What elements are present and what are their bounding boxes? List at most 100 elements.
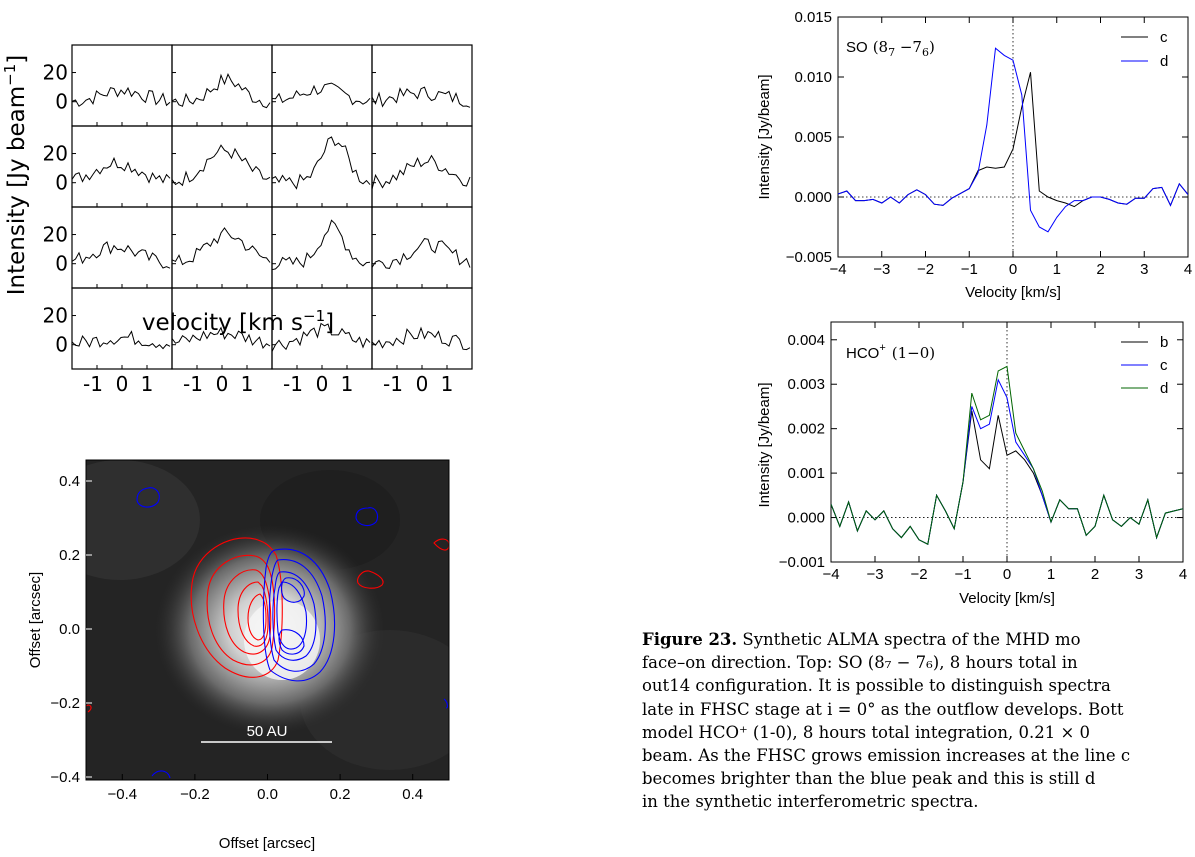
so-ytick-label: 0.000 xyxy=(794,189,832,206)
grid-panel xyxy=(171,125,273,208)
grid-xtick-label: 0 xyxy=(116,372,129,396)
hco-plot: −4 −3 −2 −1 0 1 2 3 4 0.004 0.003 0.002 0.001 0.000 −0… xyxy=(756,321,1187,607)
blue-contours xyxy=(136,487,449,779)
hco-xtick-label: −3 xyxy=(866,566,883,583)
hco-xtick-label: 2 xyxy=(1091,566,1099,583)
map-xtick-label: −0.2 xyxy=(180,786,210,803)
grid-spectrum xyxy=(271,219,371,271)
hco-series-c xyxy=(831,378,1183,545)
hco-ytick-label: 0.004 xyxy=(787,332,825,349)
map-ytick-label: 0.4 xyxy=(59,473,80,490)
grid-panel xyxy=(71,44,173,127)
hco-legend: b c d xyxy=(1121,334,1168,397)
hco-xtick-label: 1 xyxy=(1047,566,1055,583)
so-ylabel: Intensity [Jy/beam] xyxy=(756,74,773,199)
grid-spectrum xyxy=(371,326,471,351)
so-ytick-label: 0.010 xyxy=(794,69,832,86)
map-ytick-label: 0.2 xyxy=(59,547,80,564)
grid-ytick-label: 20 xyxy=(43,142,68,166)
grid-spectrum xyxy=(71,156,171,184)
so-plot: −4 −3 −2 −1 0 1 2 3 40.0150.0100.0050.000−0.005 … xyxy=(756,9,1192,301)
so-series-c xyxy=(838,72,1188,208)
grid-xtick-label: 1 xyxy=(141,372,154,396)
hco-xtick-label: 4 xyxy=(1179,566,1187,583)
grid-spectrum xyxy=(271,82,371,106)
caption-line: becomes brighter than the blue peak and … xyxy=(642,769,1096,789)
hco-lines xyxy=(831,365,1183,545)
so-xtick-label: −2 xyxy=(917,261,934,278)
so-ytick-label: 0.005 xyxy=(794,129,832,146)
so-xtick-label: −4 xyxy=(829,261,846,278)
map-ytick-label: 0.0 xyxy=(59,621,80,638)
grid-spectrum xyxy=(171,144,271,187)
so-ytick-label: −0.005 xyxy=(786,249,832,266)
grid-spectrum xyxy=(71,330,171,350)
grid-xtick-label: 1 xyxy=(241,372,254,396)
grid-panel xyxy=(171,206,273,289)
grid-panel xyxy=(171,44,273,127)
caption-line: out14 configuration. It is possible to d… xyxy=(642,676,1111,696)
grid-ytick-label: 20 xyxy=(43,304,68,328)
grid-xtick-label: -1 xyxy=(183,372,203,396)
hco-series-b xyxy=(831,410,1183,545)
scalebar-label: 50 AU xyxy=(247,723,288,740)
map-xtick-label: 0.0 xyxy=(257,786,278,803)
grid-xtick-label: 1 xyxy=(441,372,454,396)
hco-xtick-label: −2 xyxy=(910,566,927,583)
map-ytick-label: −0.2 xyxy=(50,695,80,712)
hco-xtick-label: 0 xyxy=(1003,566,1011,583)
hco-xtick-label: −4 xyxy=(822,566,839,583)
grid-spectrum xyxy=(271,136,371,190)
grid-spectrum xyxy=(171,73,271,109)
caption-fig-label: Figure 23. xyxy=(642,630,738,649)
hco-xtick-label: 3 xyxy=(1135,566,1143,583)
caption-line: late in FHSC stage at i = 0° as the outf… xyxy=(642,699,1124,719)
so-xtick-label: −1 xyxy=(961,261,978,278)
hco-legend-b: b xyxy=(1160,334,1168,351)
so-lines xyxy=(838,47,1188,233)
hco-ylabel: Intensity [Jy/beam] xyxy=(756,382,773,507)
hco-ytick-label: 0.001 xyxy=(787,465,825,482)
grid-ytick-label: 0 xyxy=(55,333,68,357)
so-xtick-label: −3 xyxy=(873,261,890,278)
grid-spectrum xyxy=(71,241,171,269)
grid-panel xyxy=(371,206,473,289)
so-xtick-label: 0 xyxy=(1009,261,1017,278)
grid-ytick-label: 20 xyxy=(43,223,68,247)
grid-panel xyxy=(271,44,373,127)
grid-panel xyxy=(371,125,473,208)
hco-ytick-label: 0.002 xyxy=(787,421,825,438)
grid-panel xyxy=(371,287,473,370)
caption-line: model HCO⁺ (1-0), 8 hours total integrat… xyxy=(642,722,1091,742)
so-xtick-label: 1 xyxy=(1053,261,1061,278)
grid-spectrum xyxy=(371,238,471,269)
so-xlabel: Velocity [km/s] xyxy=(965,284,1061,301)
map-image xyxy=(86,460,449,779)
grid-ytick-label: 0 xyxy=(55,252,68,276)
contour-map: 50 AU −0.4 −0.2 0.0 0.2 0.40.40.20.0−0.2−0.4… xyxy=(27,459,450,852)
grid-ylabel: Intensity [Jy beam−1] xyxy=(1,55,30,295)
red-contours xyxy=(86,537,449,713)
hco-species-label: HCO+ (1−0) xyxy=(846,342,935,362)
grid-xtick-label: 1 xyxy=(341,372,354,396)
hco-ytick-label: 0.000 xyxy=(787,510,825,527)
grid-xtick-label: -1 xyxy=(283,372,303,396)
grid-xtick-label: -1 xyxy=(383,372,403,396)
so-series-d xyxy=(838,47,1188,233)
grid-panel xyxy=(371,44,473,127)
hco-series-d xyxy=(831,365,1183,545)
grid-xlabel: velocity [km s−1] xyxy=(142,307,334,336)
hco-ytick-label: 0.003 xyxy=(787,376,825,393)
map-ylabel: Offset [arcsec] xyxy=(27,572,44,668)
grid-spectrum xyxy=(71,86,171,107)
hco-xlabel: Velocity [km/s] xyxy=(959,590,1055,607)
grid-xtick-label: 0 xyxy=(216,372,229,396)
caption-line: in the synthetic interferometric spectra… xyxy=(642,792,979,812)
figure-caption: Figure 23. Synthetic ALMA spectra of the… xyxy=(642,628,1195,814)
grid-panel xyxy=(271,125,373,208)
so-legend-c: c xyxy=(1160,29,1168,46)
grid-xtick-label: 0 xyxy=(416,372,429,396)
map-xlabel: Offset [arcsec] xyxy=(219,835,315,852)
